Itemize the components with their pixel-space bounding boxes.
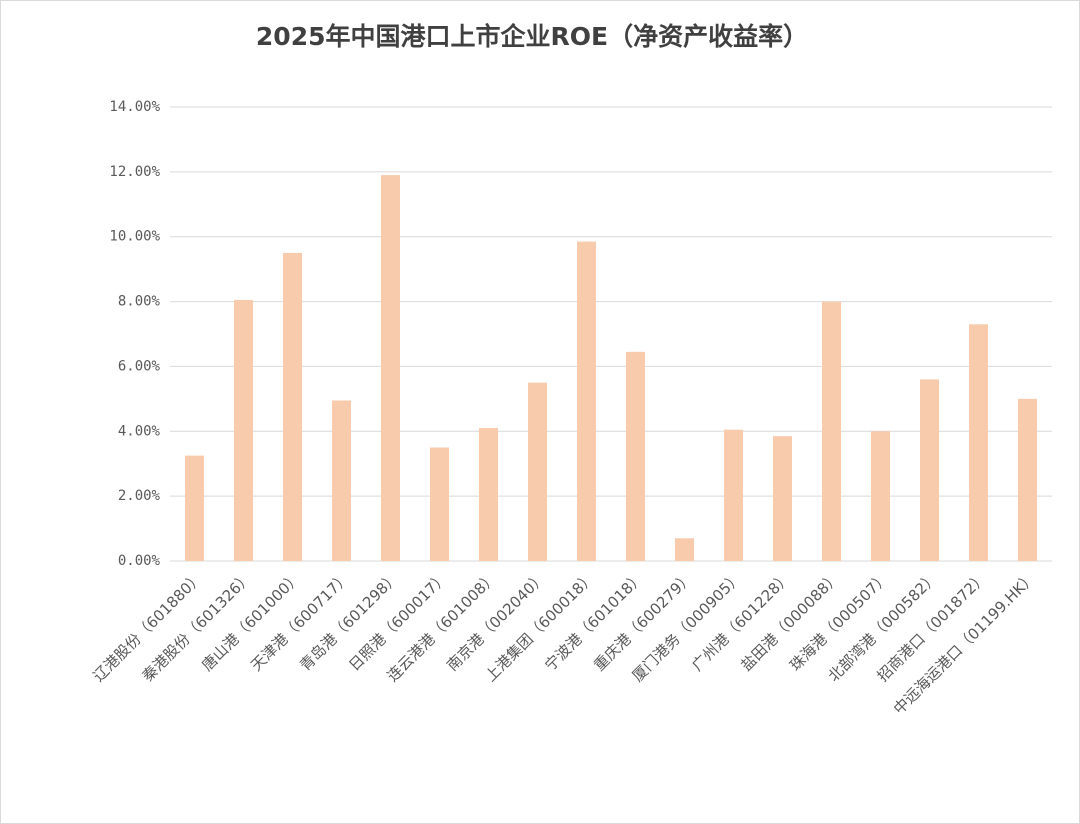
bar [283, 252, 302, 561]
y-tick-label: 10.00% [109, 229, 160, 245]
bar [675, 538, 694, 561]
y-tick-label: 4.00% [118, 423, 161, 439]
bar [479, 428, 498, 561]
y-tick-label: 14.00% [109, 99, 160, 115]
y-tick-label: 12.00% [109, 164, 160, 180]
bar [381, 175, 400, 561]
bar [822, 301, 841, 561]
bar [185, 455, 204, 561]
y-tick-label: 2.00% [118, 488, 161, 504]
bar [577, 241, 596, 562]
bar [724, 429, 743, 561]
bar [528, 382, 547, 561]
bar [430, 447, 449, 561]
bar [871, 431, 890, 561]
bar [920, 379, 939, 561]
y-tick-label: 8.00% [118, 294, 161, 310]
y-tick-label: 6.00% [118, 358, 161, 374]
y-tick-label: 0.00% [118, 553, 161, 569]
bar [234, 299, 253, 561]
bar [332, 400, 351, 561]
bar [1018, 398, 1037, 561]
bar [626, 351, 645, 561]
chart-title: 2025年中国港口上市企业ROE（净资产收益率） [256, 22, 808, 51]
bar [969, 324, 988, 561]
bar [773, 436, 792, 561]
